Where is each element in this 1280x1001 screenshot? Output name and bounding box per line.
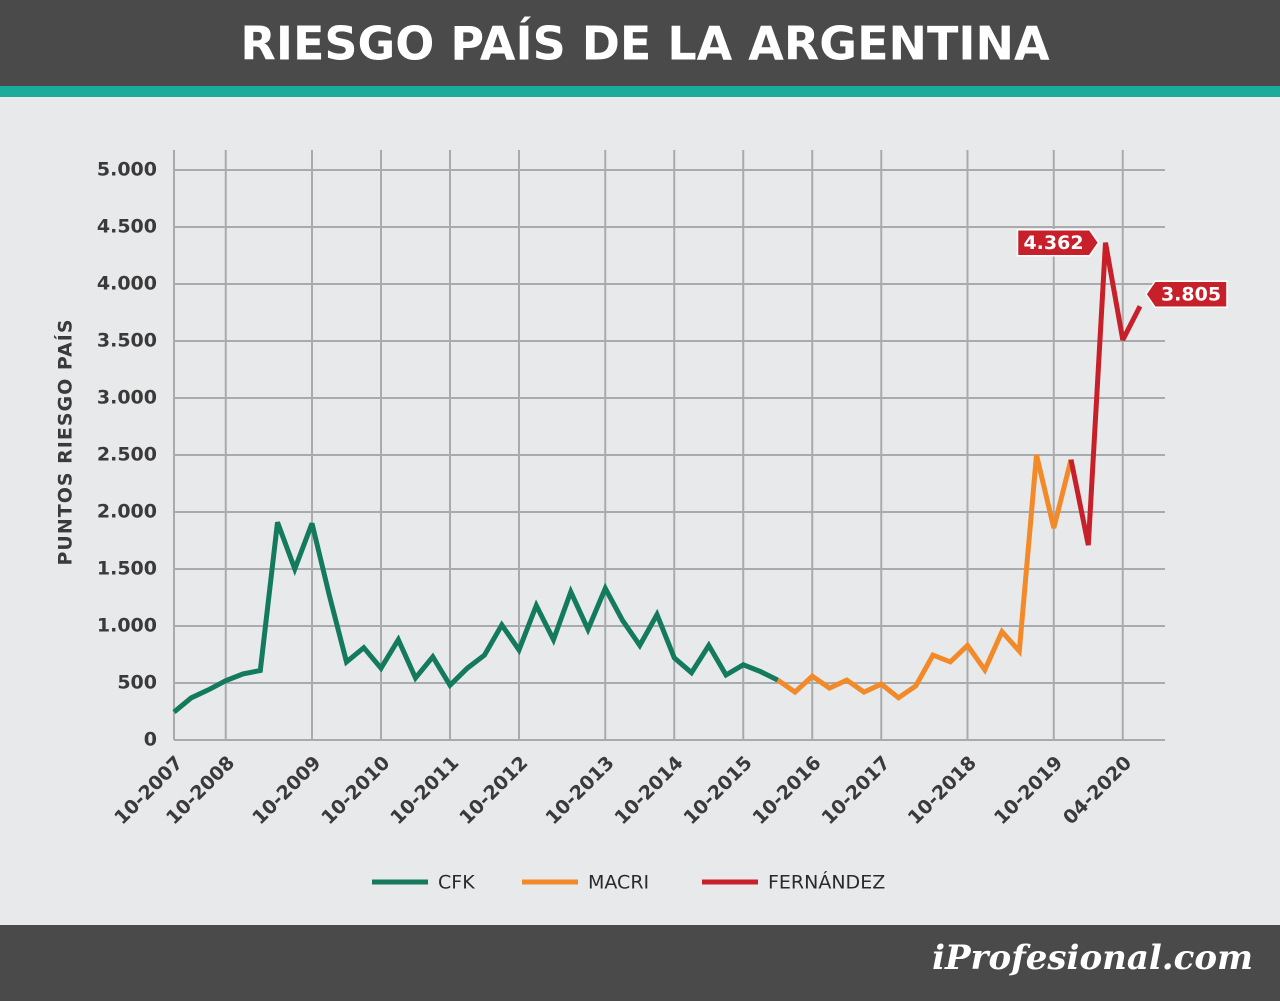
value-label-box bbox=[1145, 280, 1228, 308]
value-label-box bbox=[1016, 228, 1100, 257]
series-line bbox=[1068, 242, 1143, 546]
header-stripe bbox=[0, 86, 1280, 97]
y-tick-label: 2.500 bbox=[97, 444, 157, 466]
legend-label: FERNÁNDEZ bbox=[768, 871, 885, 894]
series-line bbox=[776, 454, 1074, 701]
y-tick-label: 3.000 bbox=[97, 387, 157, 409]
footer bbox=[0, 925, 1280, 1001]
y-tick-label: 2.000 bbox=[97, 501, 157, 523]
chart-title: RIESGO PAÍS DE LA ARGENTINA bbox=[240, 17, 1050, 71]
legend-label: CFK bbox=[438, 872, 475, 894]
y-axis-label: PUNTOS RIESGO PAÍS bbox=[54, 318, 77, 565]
legend-label: MACRI bbox=[588, 872, 649, 894]
header bbox=[0, 0, 1280, 86]
y-tick-label: 4.000 bbox=[97, 273, 157, 295]
y-tick-label: 5.000 bbox=[97, 159, 157, 181]
y-tick-label: 3.500 bbox=[97, 330, 157, 352]
value-label: 4.362 bbox=[1023, 232, 1083, 254]
y-tick-label: 1.000 bbox=[97, 615, 157, 637]
source: iProfesional.com bbox=[932, 938, 1253, 978]
y-tick-label: 1.500 bbox=[97, 558, 157, 580]
y-tick-label: 500 bbox=[117, 672, 157, 694]
y-tick-label: 4.500 bbox=[97, 216, 157, 238]
y-tick-label: 0 bbox=[144, 729, 157, 751]
series-line bbox=[172, 521, 779, 715]
value-label: 3.805 bbox=[1161, 284, 1221, 306]
